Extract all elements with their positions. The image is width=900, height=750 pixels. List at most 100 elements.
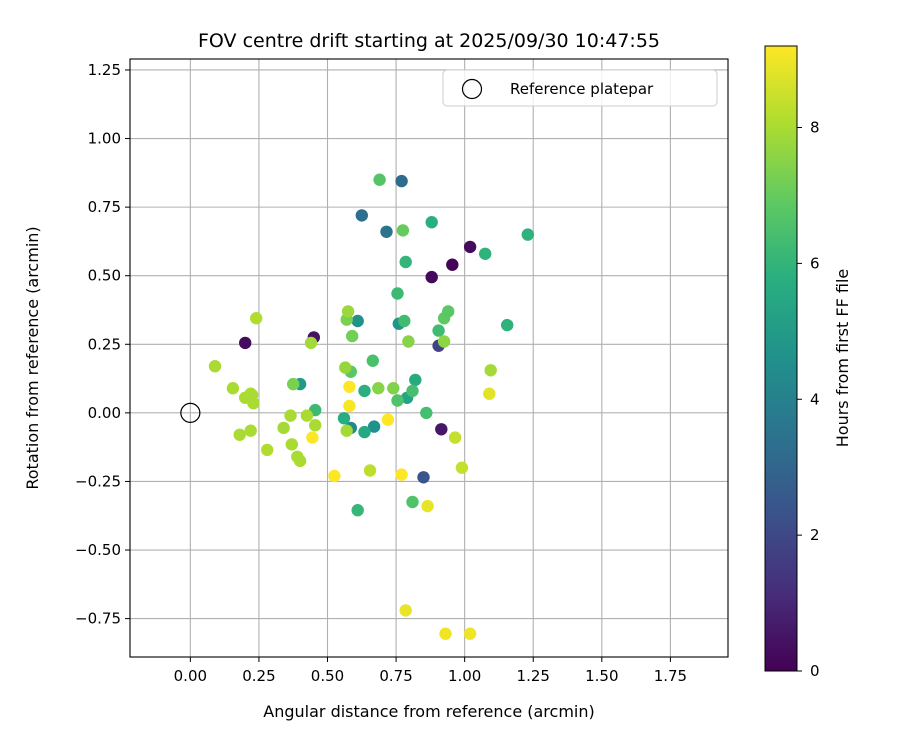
data-point <box>355 209 368 222</box>
colorbar-label: Hours from first FF file <box>833 269 852 448</box>
data-point <box>367 420 381 433</box>
data-point <box>277 421 290 435</box>
data-point <box>396 224 410 237</box>
data-point <box>387 382 400 395</box>
data-point <box>425 270 438 284</box>
data-point <box>351 504 364 517</box>
data-point <box>337 412 351 425</box>
data-point <box>437 335 451 348</box>
data-point <box>250 312 263 325</box>
y-tick-label: 0.50 <box>88 267 121 285</box>
data-point <box>366 354 379 367</box>
data-point <box>420 406 433 420</box>
data-point <box>247 397 260 410</box>
y-tick-label: 1.00 <box>88 130 121 148</box>
data-point <box>358 384 371 398</box>
data-point <box>244 424 257 437</box>
colorbar-ticks: 0 2 4 6 8 <box>797 119 820 680</box>
data-point <box>285 438 298 451</box>
colorbar-tick-label: 8 <box>810 119 820 137</box>
data-point <box>391 394 404 407</box>
colorbar-tick-label: 0 <box>810 662 820 680</box>
data-point <box>406 495 419 509</box>
data-point <box>395 468 408 481</box>
data-point <box>448 431 462 444</box>
data-point <box>398 314 411 328</box>
data-point <box>399 604 412 617</box>
legend-box <box>442 69 718 107</box>
data-point <box>409 373 422 387</box>
data-point <box>343 380 356 393</box>
y-tick-label: 1.25 <box>88 61 121 79</box>
data-point <box>343 399 356 413</box>
data-point <box>208 360 222 373</box>
data-point <box>226 382 240 395</box>
data-point <box>363 464 377 477</box>
data-point <box>425 216 438 229</box>
data-point <box>239 336 252 350</box>
data-point <box>435 423 448 436</box>
data-point <box>483 387 496 400</box>
reference-platepar-marker <box>180 402 201 423</box>
x-tick-label: 0.75 <box>379 667 412 685</box>
data-point <box>479 247 492 260</box>
data-point <box>402 335 415 348</box>
colorbar-tick-label: 2 <box>810 526 820 544</box>
data-point <box>372 382 385 395</box>
reference-marker-group <box>180 402 201 423</box>
data-point <box>432 324 445 337</box>
data-point <box>380 225 393 238</box>
data-point <box>381 413 395 426</box>
colorbar: 0 2 4 6 8 Hours from first FF file <box>764 45 852 680</box>
data-point <box>417 471 430 484</box>
y-tick-label: 0.00 <box>88 404 121 422</box>
data-point <box>463 627 477 640</box>
data-point <box>463 240 477 254</box>
data-point <box>284 409 297 422</box>
data-point <box>340 424 353 437</box>
y-tick-label: 0.25 <box>88 335 121 353</box>
y-axis-ticks: −0.75 −0.50 −0.25 0.00 0.25 0.50 0.75 1.00 1.25 <box>75 61 130 628</box>
data-point <box>351 314 364 328</box>
legend-label: Reference platepar <box>510 80 654 98</box>
data-point <box>287 377 300 391</box>
data-point <box>339 361 352 374</box>
data-point <box>300 409 314 422</box>
data-point <box>501 318 514 332</box>
y-tick-label: −0.50 <box>75 541 121 559</box>
data-point <box>455 461 469 474</box>
y-tick-label: −0.75 <box>75 610 121 628</box>
data-point <box>304 336 318 350</box>
legend: Reference platepar <box>442 69 718 107</box>
data-point <box>421 499 434 513</box>
data-point <box>484 364 497 377</box>
x-tick-label: 1.75 <box>654 667 687 685</box>
y-axis-label: Rotation from reference (arcmin) <box>23 226 42 489</box>
data-point <box>521 228 534 241</box>
data-point <box>406 384 419 398</box>
x-tick-label: 1.50 <box>585 667 618 685</box>
colorbar-tick-label: 6 <box>810 254 820 272</box>
x-tick-label: 1.25 <box>517 667 550 685</box>
y-tick-label: 0.75 <box>88 198 121 216</box>
data-point <box>328 469 341 483</box>
data-point <box>395 174 408 188</box>
data-point <box>373 173 386 186</box>
x-axis-ticks: 0.00 0.25 0.50 0.75 1.00 1.25 1.50 1.75 <box>174 657 687 685</box>
data-point <box>442 305 455 318</box>
chart-title: FOV centre drift starting at 2025/09/30 … <box>198 30 660 52</box>
legend-reference-marker <box>461 78 483 100</box>
data-point <box>261 443 274 457</box>
data-point <box>439 627 452 640</box>
data-point <box>358 425 371 439</box>
x-tick-label: 0.00 <box>174 667 207 685</box>
colorbar-tick-label: 4 <box>810 390 820 408</box>
x-tick-label: 0.25 <box>242 667 275 685</box>
plot-area-frame <box>129 58 729 658</box>
y-tick-label: −0.25 <box>75 472 121 490</box>
data-point <box>309 419 322 432</box>
data-points <box>208 173 534 640</box>
data-point <box>446 258 459 271</box>
